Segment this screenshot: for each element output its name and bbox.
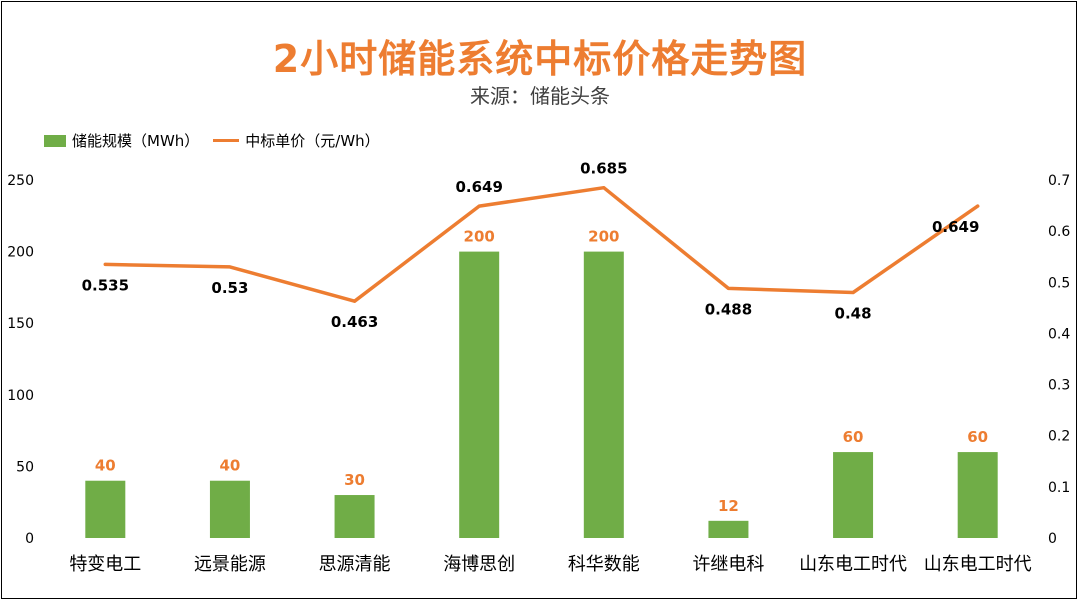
y-right-tick-label: 0.7 <box>1048 173 1070 189</box>
legend-line-label: 中标单价（元/Wh） <box>245 132 380 150</box>
bar <box>459 251 500 538</box>
legend: 储能规模（MWh） 中标单价（元/Wh） <box>44 130 394 151</box>
bar <box>833 452 874 538</box>
x-category-label: 海博思创 <box>443 554 515 575</box>
x-category-label: 科华数能 <box>568 554 640 575</box>
price-line <box>103 185 980 303</box>
y-right-tick-label: 0.1 <box>1048 480 1070 496</box>
x-category-label: 山东电工时代 <box>924 554 1032 575</box>
line-value-label: 0.488 <box>705 300 752 318</box>
line-point <box>851 291 855 295</box>
line-point <box>228 265 232 269</box>
bar <box>708 520 749 538</box>
line-value-label: 0.53 <box>211 279 248 297</box>
legend-item-line: 中标单价（元/Wh） <box>213 130 380 151</box>
bar-value-label: 40 <box>95 457 116 475</box>
y-left-tick-label: 150 <box>7 316 34 332</box>
line-point <box>976 204 980 208</box>
bar <box>957 452 998 538</box>
y-right-tick-label: 0.2 <box>1048 429 1070 445</box>
bar <box>583 251 624 538</box>
y-left-tick-label: 0 <box>25 531 34 547</box>
legend-bar-swatch <box>44 134 66 147</box>
line-point <box>726 286 730 290</box>
bar <box>334 495 375 538</box>
bar <box>209 480 250 538</box>
line-value-label: 0.463 <box>331 313 378 331</box>
line-value-label: 0.535 <box>82 276 129 294</box>
bar-value-label: 12 <box>718 497 739 515</box>
bar-value-label: 200 <box>464 228 495 246</box>
chart-subtitle: 来源：储能头条 <box>470 84 610 108</box>
line-point <box>477 204 481 208</box>
y-left-tick-label: 200 <box>7 245 34 261</box>
x-category-label: 特变电工 <box>69 554 141 575</box>
x-category-label: 山东电工时代 <box>799 554 907 575</box>
bar-value-label: 60 <box>843 428 864 446</box>
line-point <box>353 299 357 303</box>
legend-bar-label: 储能规模（MWh） <box>72 132 200 150</box>
bar-value-label: 40 <box>220 457 241 475</box>
y-right-tick-label: 0 <box>1048 531 1057 547</box>
bar <box>85 480 126 538</box>
legend-line-swatch <box>213 139 240 142</box>
line-value-label: 0.48 <box>835 305 872 323</box>
bar-value-label: 200 <box>588 228 619 246</box>
bar-value-label: 60 <box>967 428 988 446</box>
line-point <box>602 186 606 190</box>
chart-title: 2小时储能系统中标价格走势图 <box>272 37 808 81</box>
y-right-tick-label: 0.3 <box>1048 378 1070 394</box>
line-point <box>103 262 107 266</box>
y-left-tick-label: 250 <box>7 173 34 189</box>
y-left-tick-label: 100 <box>7 388 34 404</box>
y-left-tick-label: 50 <box>16 459 34 475</box>
x-category-label: 许继电科 <box>692 554 764 575</box>
y-right-tick-label: 0.4 <box>1048 326 1070 342</box>
y-right-tick-label: 0.5 <box>1048 275 1070 291</box>
x-category-label: 远景能源 <box>194 554 266 575</box>
line-value-label: 0.649 <box>932 218 979 236</box>
line-value-label: 0.649 <box>455 178 502 196</box>
x-category-label: 思源清能 <box>319 554 391 575</box>
bar-value-label: 30 <box>344 471 365 489</box>
legend-item-bar: 储能规模（MWh） <box>44 130 199 151</box>
y-right-tick-label: 0.6 <box>1048 224 1070 240</box>
line-value-label: 0.685 <box>580 160 627 178</box>
